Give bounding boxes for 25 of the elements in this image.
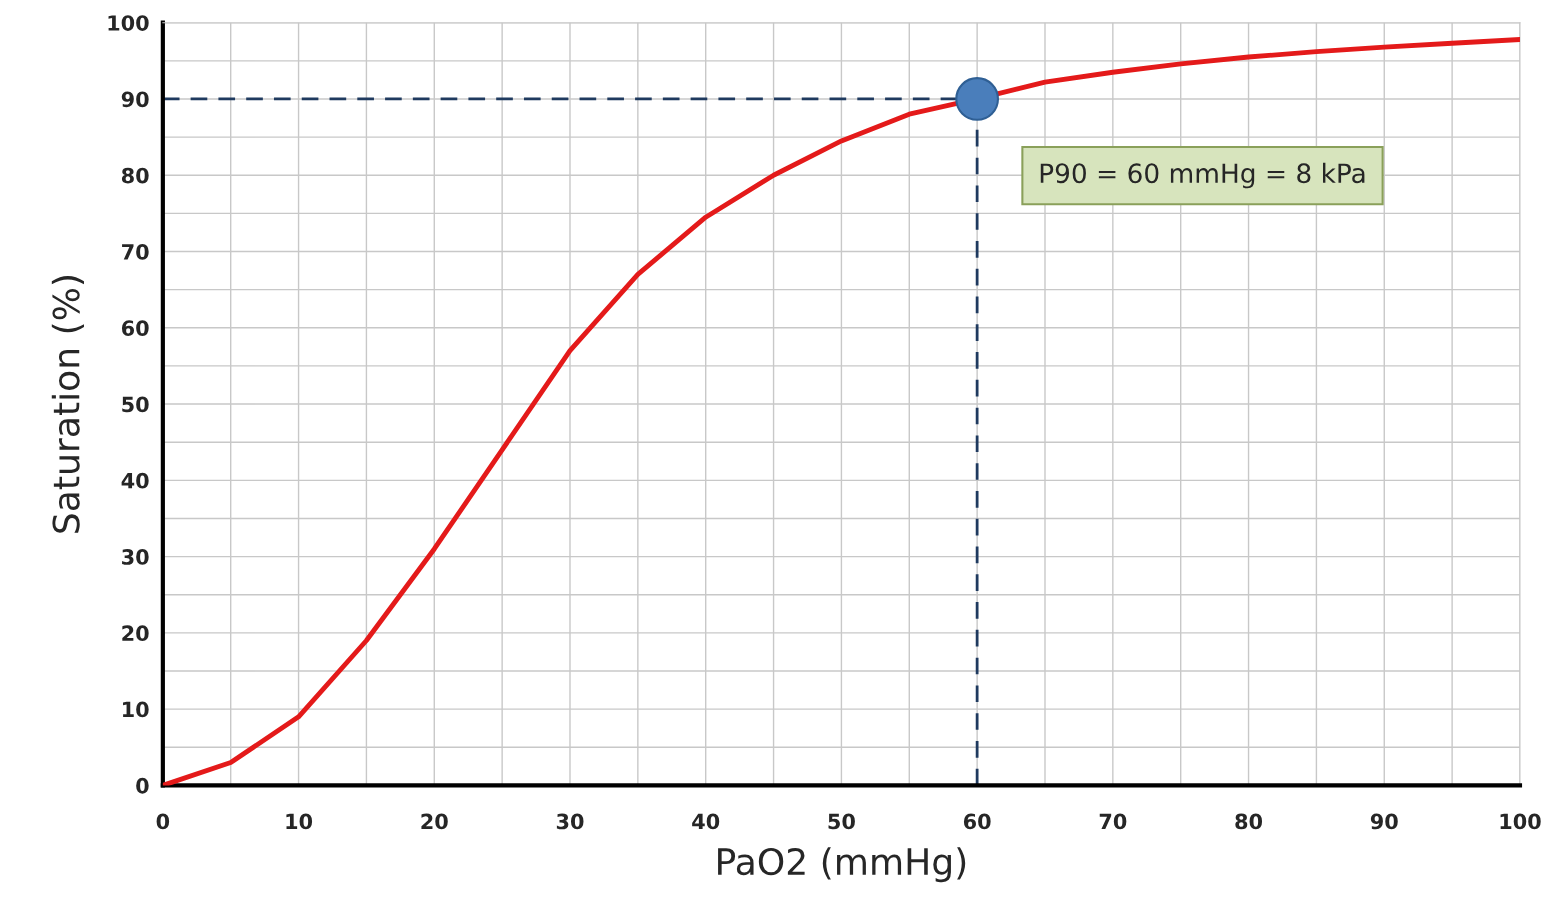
y-tick-label: 0 [136, 777, 149, 794]
x-tick-label: 90 [1370, 813, 1398, 830]
x-tick-label: 50 [828, 813, 855, 830]
y-tick-label: 30 [122, 549, 149, 565]
x-axis-title: PaO2 (mmHg) [718, 847, 966, 883]
x-tick-label: 60 [963, 813, 991, 830]
y-tick-label: 20 [122, 625, 149, 642]
y-tick-label: 50 [122, 396, 149, 413]
y-tick-label: 10 [123, 701, 149, 718]
x-tick-label: 10 [286, 813, 313, 830]
x-tick-label: 100 [1500, 813, 1541, 830]
y-tick-label: 40 [121, 472, 149, 489]
x-tick-label: 30 [556, 813, 584, 830]
y-tick-label: 100 [108, 15, 149, 31]
y-axis-title: Saturation (%) [51, 276, 84, 533]
y-tick-label: 80 [121, 167, 149, 184]
y-tick-label: 60 [121, 320, 149, 336]
x-tick-label: 80 [1235, 813, 1263, 830]
x-tick-label: 70 [1099, 813, 1127, 830]
annotation: P90 = 60 mmHg = 8 kPa [1040, 162, 1365, 189]
y-tick-label: 70 [122, 243, 149, 260]
x-tick-label: 0 [156, 813, 170, 830]
x-tick-label: 20 [421, 813, 448, 830]
x-tick-label: 40 [692, 813, 720, 830]
y-tick-label: 90 [121, 91, 149, 108]
